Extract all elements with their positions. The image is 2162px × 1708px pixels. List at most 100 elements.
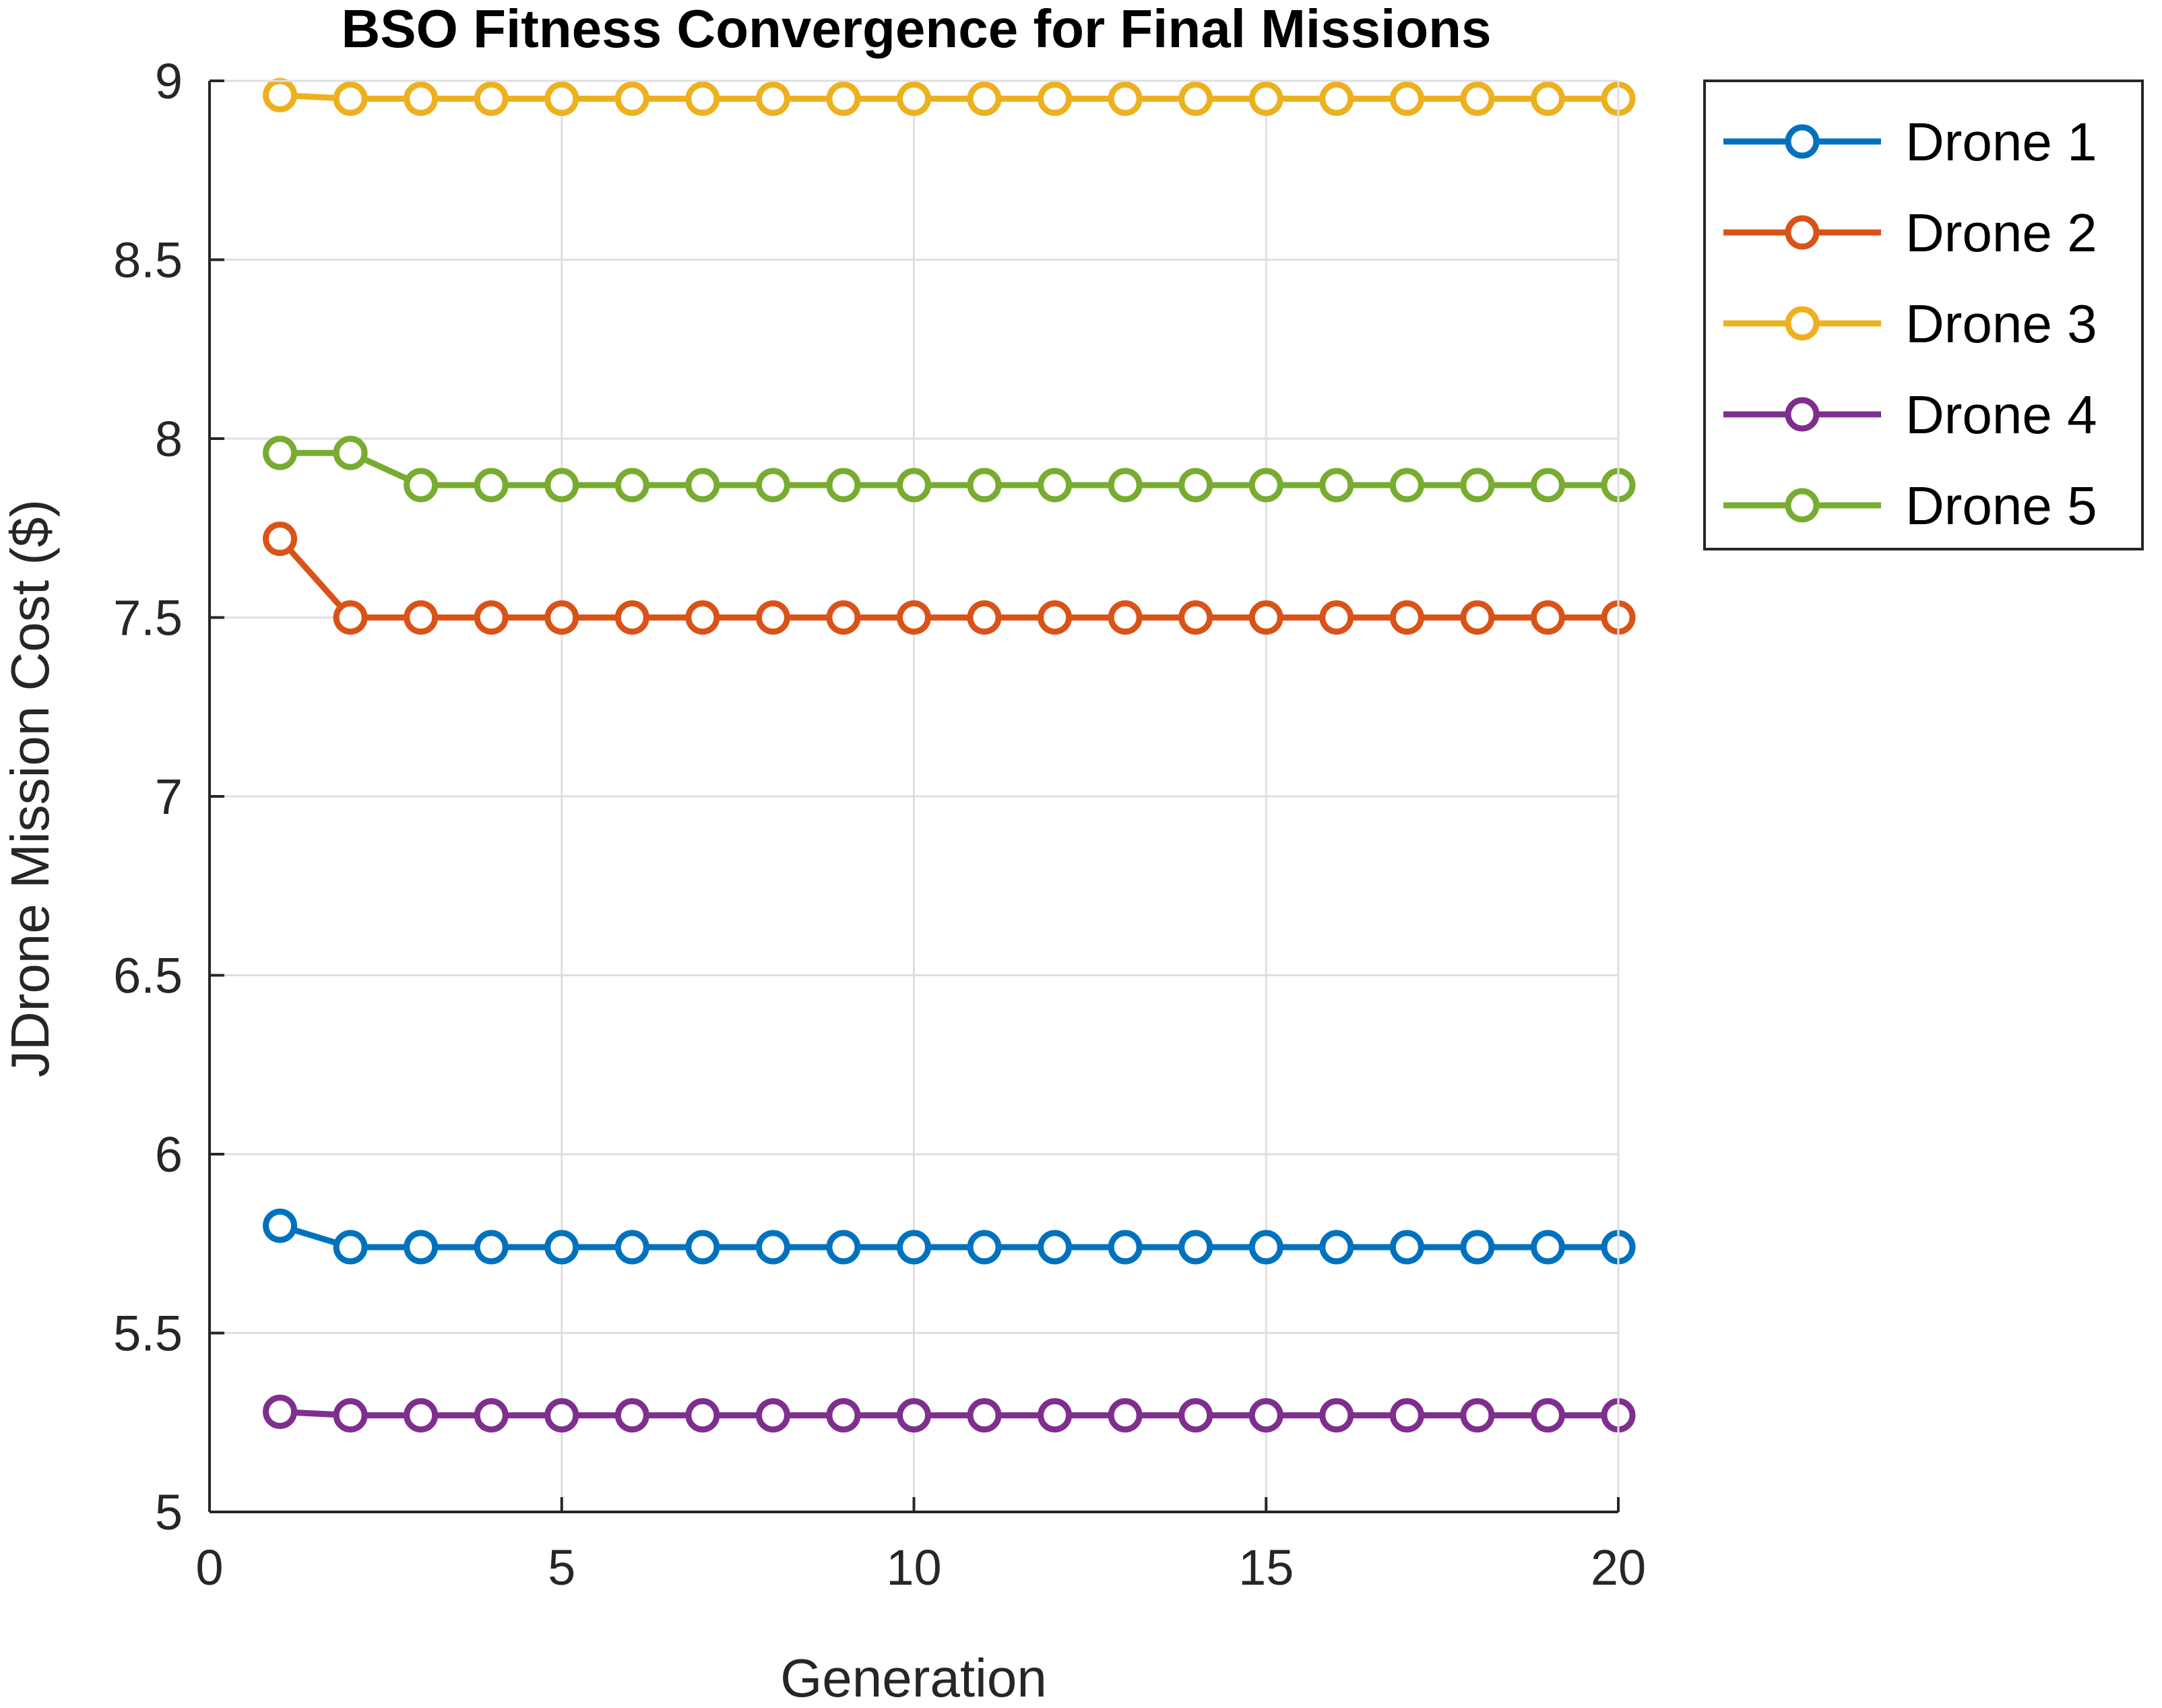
y-tick-label: 5.5: [113, 1306, 183, 1362]
y-tick-label: 8: [155, 411, 183, 467]
data-point: [826, 1230, 861, 1265]
y-tick-label: 5: [155, 1484, 183, 1540]
data-point: [1319, 600, 1354, 635]
data-point: [1108, 1230, 1143, 1265]
chart-title: BSO Fitness Convergence for Final Missio…: [341, 0, 1491, 59]
data-point: [333, 600, 368, 635]
data-point: [404, 82, 439, 117]
data-point: [1248, 468, 1283, 503]
legend-item-drone-1[interactable]: Drone 1: [1723, 112, 2097, 172]
data-point: [1178, 82, 1213, 117]
data-point: [1530, 1230, 1565, 1265]
data-point: [967, 1230, 1002, 1265]
data-point: [1460, 82, 1495, 117]
data-point: [685, 1398, 720, 1433]
data-point: [614, 468, 649, 503]
legend-item-drone-2[interactable]: Drone 2: [1723, 203, 2097, 263]
data-point: [755, 1230, 790, 1265]
x-axis-label: Generation: [780, 1648, 1047, 1705]
data-point: [1460, 1398, 1495, 1433]
data-point: [263, 1208, 298, 1243]
legend-label: Drone 2: [1905, 203, 2097, 263]
data-point: [755, 600, 790, 635]
data-point: [1248, 1230, 1283, 1265]
data-point: [755, 82, 790, 117]
data-point: [404, 1398, 439, 1433]
data-point: [1038, 600, 1073, 635]
data-point: [333, 1398, 368, 1433]
series-drone-5: [263, 435, 1636, 503]
data-point: [474, 600, 509, 635]
data-point: [614, 82, 649, 117]
series-drone-3: [263, 77, 1636, 117]
legend-item-drone-4[interactable]: Drone 4: [1723, 385, 2097, 445]
data-point: [826, 468, 861, 503]
data-point: [1530, 468, 1565, 503]
data-point: [1319, 1398, 1354, 1433]
legend-swatch-marker: [1785, 215, 1820, 250]
data-point: [1038, 1398, 1073, 1433]
y-tick-label: 6.5: [113, 948, 183, 1004]
series-drone-4: [263, 1394, 1636, 1433]
legend-swatch-marker: [1785, 488, 1820, 523]
data-point: [1178, 1230, 1213, 1265]
data-point: [1248, 1398, 1283, 1433]
x-tick-label: 15: [1238, 1540, 1294, 1595]
data-point: [1530, 600, 1565, 635]
y-tick-label: 8.5: [113, 232, 183, 288]
data-point: [1319, 468, 1354, 503]
data-point: [1389, 82, 1424, 117]
data-point: [614, 1230, 649, 1265]
y-tick-label: 7.5: [113, 590, 183, 646]
data-point: [897, 82, 931, 117]
data-point: [755, 468, 790, 503]
data-point: [474, 1398, 509, 1433]
data-point: [897, 1398, 931, 1433]
data-point: [685, 1230, 720, 1265]
data-point: [897, 1230, 931, 1265]
data-point: [1389, 1398, 1424, 1433]
legend-swatch-marker: [1785, 306, 1820, 341]
data-point: [544, 1230, 579, 1265]
data-point: [263, 1394, 298, 1429]
data-point: [897, 468, 931, 503]
data-point: [826, 1398, 861, 1433]
data-point: [1389, 600, 1424, 635]
data-point: [263, 77, 298, 113]
data-point: [1530, 1398, 1565, 1433]
data-point: [1108, 468, 1143, 503]
legend-item-drone-5[interactable]: Drone 5: [1723, 476, 2097, 536]
data-point: [897, 600, 931, 635]
data-point: [474, 468, 509, 503]
data-point: [1248, 600, 1283, 635]
data-point: [967, 82, 1002, 117]
legend-box: [1703, 80, 2144, 550]
data-point: [474, 1230, 509, 1265]
data-point: [1530, 82, 1565, 117]
series-drone-1: [263, 1208, 1636, 1265]
data-point: [333, 82, 368, 117]
legend-label: Drone 1: [1905, 112, 2097, 172]
data-point: [826, 82, 861, 117]
data-point: [685, 82, 720, 117]
legend-swatch-marker: [1785, 397, 1820, 432]
data-point: [404, 600, 439, 635]
data-point: [755, 1398, 790, 1433]
y-tick-label: 7: [155, 769, 183, 825]
data-point: [1108, 600, 1143, 635]
data-point: [1248, 82, 1283, 117]
data-point: [544, 468, 579, 503]
data-point: [614, 600, 649, 635]
legend-item-drone-3[interactable]: Drone 3: [1723, 294, 2097, 354]
data-point: [333, 1230, 368, 1265]
data-point: [826, 600, 861, 635]
data-point: [685, 600, 720, 635]
data-point: [967, 1398, 1002, 1433]
data-point: [1108, 82, 1143, 117]
y-tick-label: 9: [155, 53, 183, 109]
data-point: [404, 468, 439, 503]
data-point: [614, 1398, 649, 1433]
data-point: [1178, 468, 1213, 503]
